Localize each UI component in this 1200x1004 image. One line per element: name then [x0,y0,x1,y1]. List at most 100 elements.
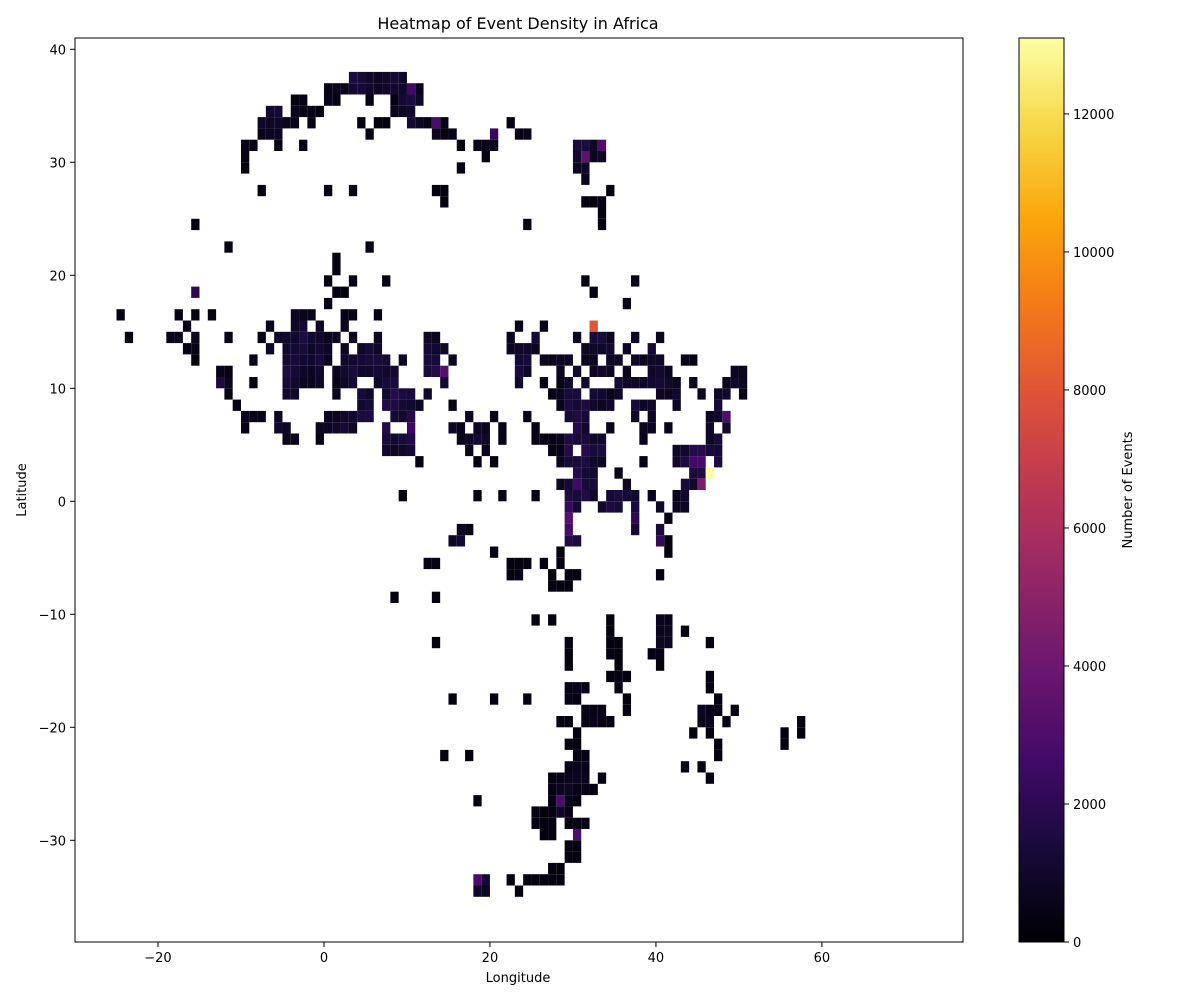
heatmap-cell [556,478,565,490]
heatmap-cell [581,490,590,502]
heatmap-cell [655,569,665,581]
heatmap-cell [423,343,432,355]
heatmap-cell [365,71,374,84]
heatmap-cell [631,512,640,524]
heatmap-cell [340,377,349,389]
heatmap-cell [373,354,383,366]
heatmap-cell [589,716,598,728]
heatmap-cell [705,433,715,445]
heatmap-cell [382,354,391,366]
heatmap-cell [589,365,598,377]
heatmap-cell [465,410,474,423]
heatmap-cell [780,727,789,739]
heatmap-cell [581,343,590,355]
heatmap-cell [348,83,358,95]
heatmap-cell [290,309,300,321]
heatmap-cell [597,196,607,208]
heatmap-cell [622,490,632,502]
heatmap-cell [489,693,499,705]
y-axis-label: Latitude [15,463,30,517]
heatmap-cell [274,128,283,140]
heatmap-cell [473,885,482,897]
heatmap-cell [548,354,557,366]
heatmap-cell [606,670,615,683]
heatmap-cell [672,388,681,400]
heatmap-cell [323,83,333,95]
heatmap-cell [589,151,598,163]
heatmap-cell [572,365,582,377]
heatmap-cell [606,388,615,400]
heatmap-cell [664,365,673,377]
heatmap-cell [564,840,573,852]
heatmap-cell [564,648,573,660]
heatmap-cell [382,117,391,129]
heatmap-cell [655,625,665,637]
heatmap-cell [572,795,582,807]
heatmap-cell [548,862,557,875]
heatmap-cell [622,377,632,389]
heatmap-cell [589,388,598,400]
heatmap-cell [680,354,690,366]
heatmap-cell [581,139,590,151]
heatmap-cell [639,377,648,389]
heatmap-cell [539,320,549,332]
heatmap-cell [506,874,515,886]
heatmap-cell [431,354,441,366]
heatmap-cell [240,139,250,151]
heatmap-cell [614,670,623,683]
heatmap-cell [174,309,183,321]
heatmap-cell [348,71,358,84]
heatmap-cell [572,331,582,344]
heatmap-cell [299,105,308,118]
heatmap-cell [572,761,582,773]
heatmap-cell [299,377,308,389]
heatmap-cell [589,490,598,502]
heatmap-cell [440,196,449,208]
heatmap-cell [398,354,407,366]
heatmap-cell [589,433,598,445]
heatmap-cell [572,399,582,411]
heatmap-cell [348,365,358,377]
heatmap-cell [456,139,466,151]
heatmap-cell [315,377,324,389]
heatmap-cell [191,286,200,298]
heatmap-cell [548,783,557,796]
heatmap-cell [606,399,615,411]
heatmap-cell [581,783,590,796]
heatmap-cell [564,388,573,400]
heatmap-cell [548,433,557,445]
heatmap-cell [332,286,341,298]
heatmap-cell [415,117,424,129]
heatmap-cell [564,851,573,863]
heatmap-cell [340,422,349,434]
heatmap-cell [415,399,424,411]
heatmap-cell [224,377,233,389]
heatmap-cell [373,309,383,321]
heatmap-cell [606,648,615,660]
heatmap-cell [506,557,515,570]
heatmap-cells [116,71,806,897]
heatmap-cell [556,399,565,411]
heatmap-cell [631,490,640,502]
heatmap-cell [332,331,341,344]
heatmap-cell [631,377,640,389]
heatmap-cell [581,162,590,174]
heatmap-cell [589,478,598,490]
heatmap-cell [597,218,607,231]
heatmap-cell [373,117,383,129]
heatmap-cell [564,738,573,750]
heatmap-cell [572,829,582,841]
heatmap-cell [572,817,582,829]
heatmap-cell [572,422,582,434]
heatmap-cell [664,636,673,649]
heatmap-cell [597,365,607,377]
heatmap-cell [572,851,582,863]
heatmap-cell [448,399,457,411]
heatmap-cell [191,309,200,321]
heatmap-cell [664,614,673,626]
heatmap-cell [614,388,623,400]
heatmap-cell [323,275,333,287]
heatmap-cell [680,444,690,457]
heatmap-cell [622,670,632,683]
heatmap-cell [489,128,499,140]
